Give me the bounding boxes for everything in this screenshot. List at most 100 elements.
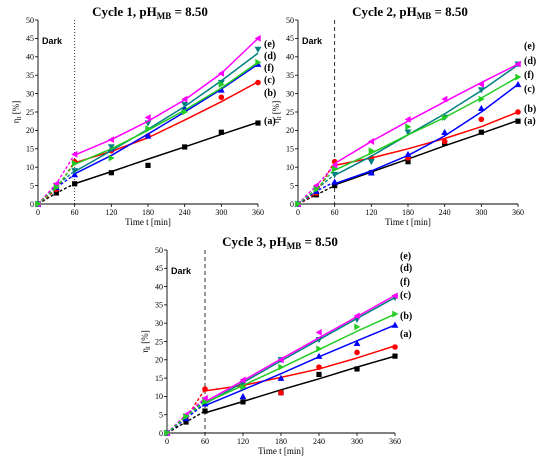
- dark-phase-line: [297, 168, 336, 205]
- data-point: [181, 101, 189, 109]
- fit-line: [74, 63, 259, 175]
- data-point: [392, 344, 398, 350]
- y-tick-label: 20: [286, 126, 294, 135]
- data-point: [316, 345, 323, 353]
- series-label: (d): [400, 263, 412, 274]
- data-point: [392, 353, 398, 359]
- x-tick-label: 60: [331, 208, 339, 217]
- chart-panel-1: Cycle 1, pHMB = 8.50 0 5 10 15 20 25 30 35 40 45 50…: [11, 4, 276, 227]
- series-label: (e): [400, 251, 411, 262]
- data-point: [332, 183, 338, 189]
- dark-phase-label: Dark: [302, 36, 323, 46]
- y-tick-label: 0: [159, 429, 163, 438]
- data-point: [218, 94, 225, 101]
- x-tick-label: 240: [439, 208, 451, 217]
- fit-line: [204, 355, 396, 414]
- y-tick-label: 15: [155, 374, 163, 383]
- data-point: [164, 429, 171, 437]
- y-tick-label: 10: [286, 163, 294, 172]
- y-tick-label: 10: [155, 392, 163, 401]
- y-axis-label: ηt [%]: [140, 330, 152, 352]
- data-point: [404, 150, 412, 158]
- fit-line: [74, 37, 259, 156]
- data-point: [183, 419, 189, 425]
- fit-line: [334, 63, 519, 165]
- x-tick-label: 360: [252, 208, 264, 217]
- data-point: [354, 323, 361, 331]
- x-tick-label: 120: [365, 208, 377, 217]
- fit-line: [204, 296, 396, 405]
- data-point: [108, 154, 115, 162]
- series-label: (d): [524, 56, 536, 67]
- data-point: [478, 129, 484, 135]
- data-point: [145, 125, 152, 132]
- data-point: [144, 114, 151, 121]
- data-point: [441, 114, 449, 121]
- series-label: (b): [524, 104, 536, 115]
- series-c: [34, 60, 262, 207]
- data-point: [53, 184, 60, 191]
- dark-phase-label: Dark: [171, 266, 192, 276]
- data-point: [405, 159, 411, 165]
- data-point: [255, 79, 261, 86]
- fit-line: [334, 76, 519, 171]
- x-tick-label: 0: [296, 208, 300, 217]
- data-point: [515, 73, 522, 81]
- dark-phase-line: [166, 388, 206, 434]
- data-point: [218, 81, 225, 88]
- x-tick-label: 120: [105, 208, 117, 217]
- y-tick-label: 20: [155, 356, 163, 365]
- y-tick-label: 50: [26, 16, 34, 25]
- data-point: [202, 398, 209, 406]
- data-point: [71, 168, 79, 175]
- data-point: [404, 129, 412, 136]
- series-label: (f): [264, 63, 274, 74]
- y-axis-label: ηt [%]: [11, 101, 23, 123]
- data-point: [441, 138, 448, 145]
- series-label: (b): [400, 311, 412, 322]
- data-point: [277, 356, 284, 364]
- dark-phase-line: [37, 153, 76, 205]
- series-b: [35, 79, 261, 207]
- y-tick-label: 15: [26, 145, 34, 154]
- data-point: [35, 200, 42, 208]
- y-tick-label: 35: [286, 71, 294, 80]
- y-tick-label: 30: [155, 319, 163, 328]
- data-point: [405, 123, 412, 131]
- x-tick-label: 0: [36, 208, 40, 217]
- data-point: [182, 144, 188, 150]
- data-point: [391, 292, 398, 300]
- y-tick-label: 35: [26, 71, 34, 80]
- data-point: [218, 129, 224, 135]
- data-point: [353, 339, 361, 347]
- series-b: [295, 109, 521, 207]
- data-point: [367, 158, 375, 166]
- series-f: [295, 73, 522, 208]
- data-point: [315, 328, 322, 336]
- data-point: [331, 178, 339, 185]
- data-point: [404, 115, 411, 123]
- y-tick-label: 30: [286, 89, 294, 98]
- data-point: [331, 165, 339, 173]
- x-tick-label: 300: [215, 208, 227, 217]
- fit-line: [74, 52, 259, 173]
- fit-line: [334, 119, 519, 186]
- data-point: [202, 408, 208, 414]
- fit-line: [334, 64, 519, 176]
- x-tick-label: 360: [389, 437, 401, 446]
- data-point: [478, 116, 485, 123]
- dark-phase-label: Dark: [42, 36, 63, 46]
- data-point: [71, 160, 79, 167]
- x-tick-label: 60: [71, 208, 79, 217]
- data-point: [477, 87, 485, 94]
- y-tick-label: 15: [286, 145, 294, 154]
- series-label: (c): [264, 75, 275, 86]
- x-tick-label: 240: [313, 437, 325, 446]
- data-point: [313, 185, 320, 193]
- y-tick-label: 40: [155, 282, 163, 291]
- y-tick-label: 40: [286, 53, 294, 62]
- x-tick-label: 180: [142, 208, 154, 217]
- data-point: [331, 161, 338, 169]
- y-tick-label: 50: [286, 16, 294, 25]
